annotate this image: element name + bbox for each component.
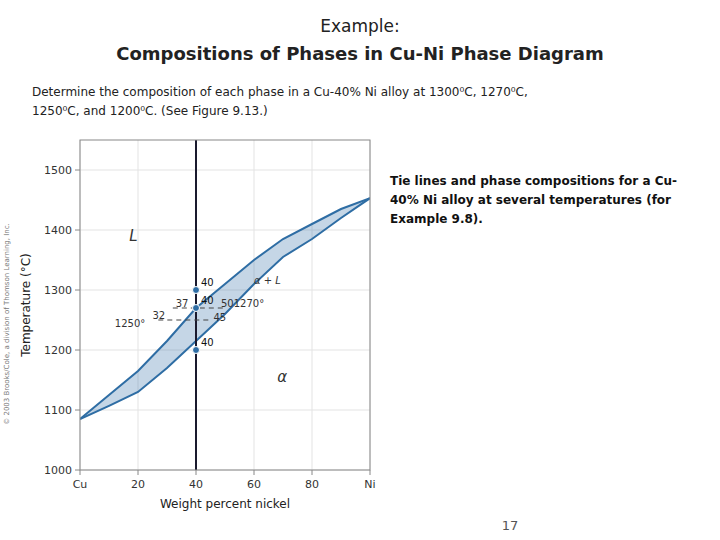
plot-area bbox=[80, 140, 370, 470]
grid-line bbox=[80, 350, 370, 351]
tick bbox=[75, 350, 80, 351]
data-group bbox=[80, 140, 370, 470]
point bbox=[193, 287, 200, 294]
tick-label: 60 bbox=[247, 478, 261, 491]
annotation: 37 bbox=[176, 298, 189, 309]
annotation: α bbox=[277, 368, 287, 386]
tick bbox=[370, 470, 371, 475]
tick bbox=[75, 410, 80, 411]
two-phase-region bbox=[80, 198, 370, 419]
page: {"chart_data": { "type": "line", "title"… bbox=[0, 0, 720, 540]
annotation: α + L bbox=[254, 275, 281, 286]
tick-label: 1400 bbox=[44, 224, 72, 237]
tick bbox=[75, 470, 80, 471]
tick bbox=[80, 470, 81, 475]
tick-label: 1100 bbox=[44, 404, 72, 417]
grid-line bbox=[138, 140, 139, 470]
tick bbox=[196, 470, 197, 475]
grid-line bbox=[80, 410, 370, 411]
annotation: 32 bbox=[153, 310, 166, 321]
tick bbox=[75, 230, 80, 231]
phase-boundary-line bbox=[80, 198, 370, 419]
body-text: Determine the composition of each phase … bbox=[32, 85, 528, 99]
caption: Tie lines and phase compositions for a C… bbox=[390, 174, 677, 226]
annotation: 45 bbox=[213, 312, 226, 323]
caption-line: Tie lines and phase compositions for a C… bbox=[390, 174, 677, 188]
annotation: L bbox=[129, 227, 137, 245]
caption-line: 40% Ni alloy at several temperatures (fo… bbox=[390, 193, 671, 207]
tick bbox=[75, 170, 80, 171]
tick-label: Ni bbox=[364, 478, 375, 491]
subtitle: Compositions of Phases in Cu-Ni Phase Di… bbox=[116, 43, 603, 64]
point bbox=[193, 347, 200, 354]
tick-label: 40 bbox=[189, 478, 203, 491]
annotation: 1270° bbox=[234, 298, 264, 309]
body-text: 1250⁰C, and 1200⁰C. (See Figure 9.13.) bbox=[32, 104, 268, 118]
grid-line bbox=[312, 140, 313, 470]
phase-boundary-line bbox=[80, 198, 370, 419]
caption-line: Example 9.8). bbox=[390, 212, 483, 226]
chart: Example: Compositions of Phases in Cu-Ni … bbox=[0, 0, 720, 540]
tick bbox=[254, 470, 255, 475]
tick bbox=[138, 470, 139, 475]
title: Example: bbox=[320, 16, 399, 36]
point-label: 40 bbox=[201, 337, 214, 348]
tick bbox=[75, 290, 80, 291]
tick-label: 1200 bbox=[44, 344, 72, 357]
point bbox=[193, 305, 200, 312]
tick-label: 80 bbox=[305, 478, 319, 491]
tick-label: 1500 bbox=[44, 164, 72, 177]
tick-label: Cu bbox=[73, 478, 88, 491]
annotation: 50 bbox=[221, 298, 234, 309]
grid-line bbox=[80, 170, 370, 171]
tick bbox=[312, 470, 313, 475]
tick-label: 1000 bbox=[44, 464, 72, 477]
annotation: 1250° bbox=[115, 318, 145, 329]
tie-line bbox=[158, 319, 210, 320]
tick-label: 20 bbox=[131, 478, 145, 491]
point-label: 40 bbox=[201, 277, 214, 288]
point-label: 40 bbox=[201, 295, 214, 306]
plot-frame bbox=[80, 140, 370, 470]
x-axis-label: Weight percent nickel bbox=[160, 497, 290, 511]
page-number: 17 bbox=[502, 518, 519, 533]
tick-label: 1300 bbox=[44, 284, 72, 297]
y-axis-label: Temperature (°C) bbox=[19, 253, 33, 358]
copyright: © 2003 Brooks/Cole, a division of Thomso… bbox=[3, 223, 11, 425]
